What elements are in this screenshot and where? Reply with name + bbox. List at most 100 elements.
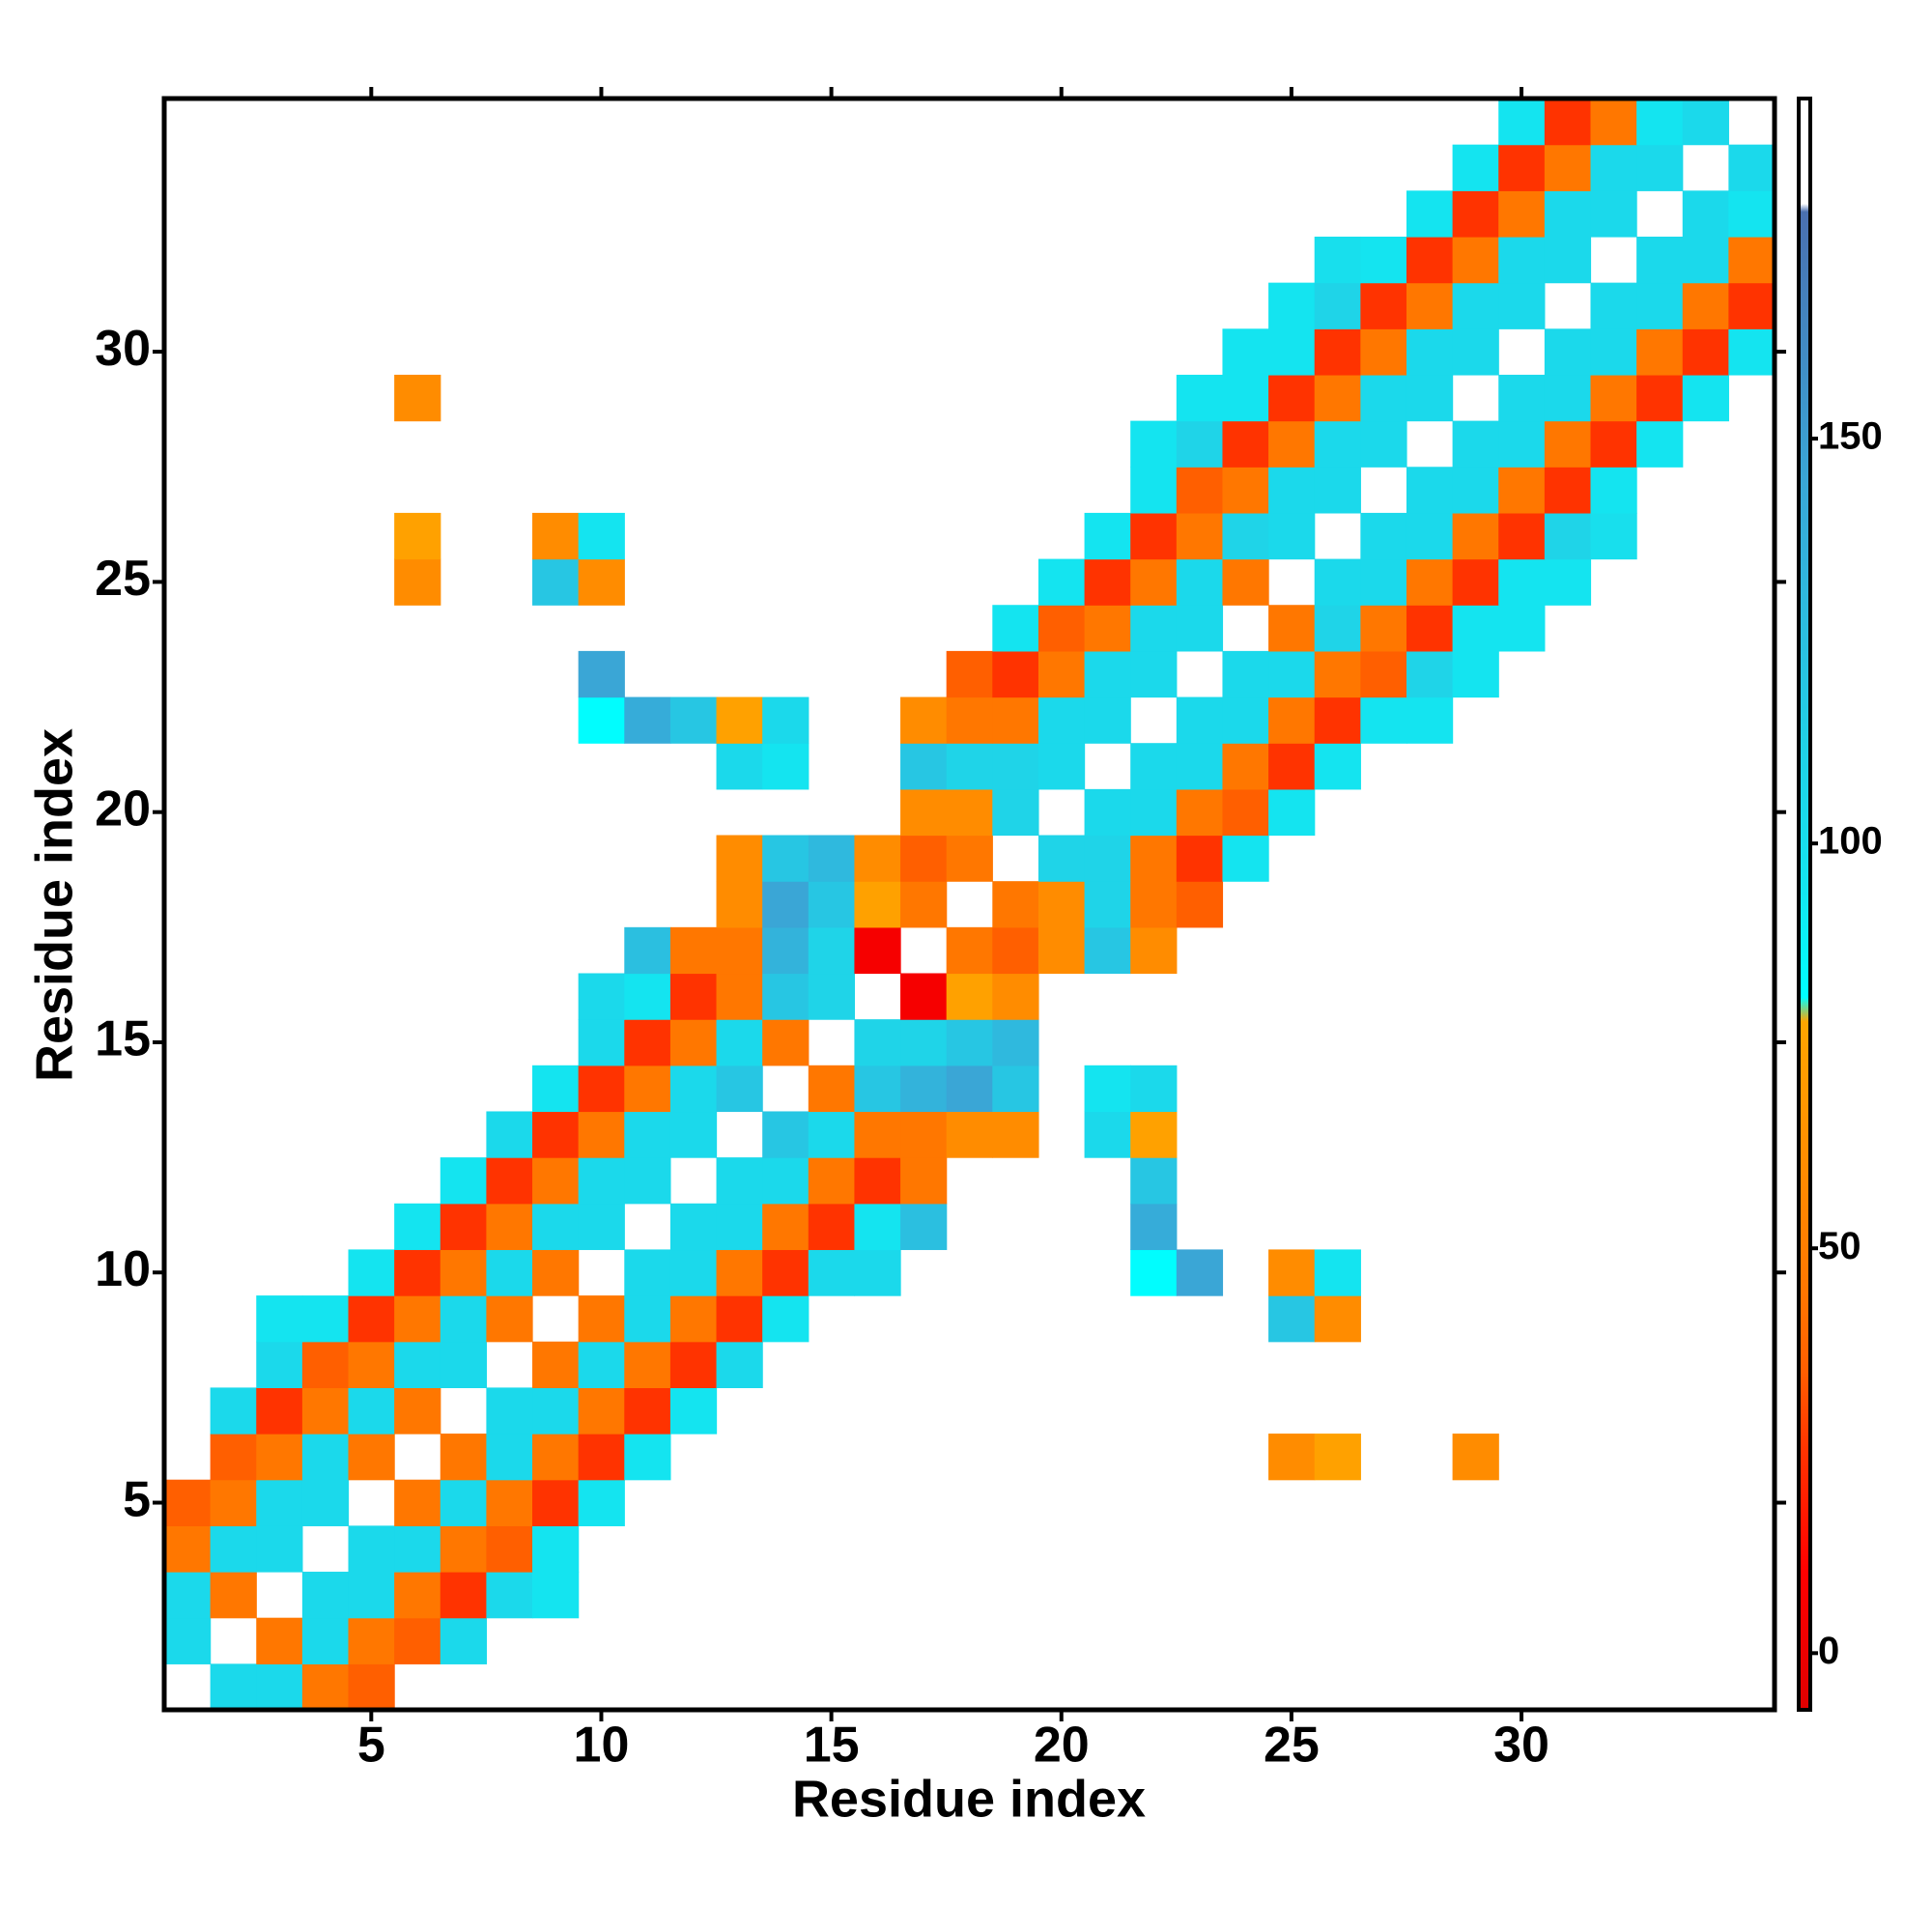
heatmap-cell — [1590, 99, 1637, 146]
heatmap-cell — [532, 1572, 580, 1619]
heatmap-cell — [578, 512, 625, 560]
heatmap-cell — [440, 1157, 487, 1205]
heatmap-cell — [1406, 696, 1454, 744]
heatmap-cell — [440, 1295, 487, 1343]
heatmap-cell — [1360, 420, 1407, 468]
heatmap-cell — [946, 835, 993, 882]
heatmap-cell — [256, 1434, 303, 1481]
heatmap-cell — [900, 1111, 948, 1158]
heatmap-cell — [1452, 282, 1499, 329]
heatmap-cell — [900, 1157, 948, 1205]
heatmap-cell — [1452, 328, 1499, 376]
heatmap-cell — [1130, 743, 1178, 790]
heatmap-cell — [1406, 558, 1454, 606]
heatmap-cell — [256, 1663, 303, 1711]
heatmap-cell — [210, 1387, 257, 1435]
heatmap-cell — [1176, 743, 1224, 790]
heatmap-cell — [1452, 605, 1499, 652]
heatmap-cell — [578, 1387, 625, 1435]
heatmap-cell — [1590, 282, 1637, 329]
heatmap-cell — [946, 1111, 993, 1158]
x-tick-label: 30 — [1493, 1718, 1549, 1774]
heatmap-cell — [1360, 328, 1407, 376]
heatmap-cell — [1268, 650, 1316, 698]
heatmap-cell — [164, 1525, 212, 1573]
heatmap-cell — [348, 1617, 395, 1664]
heatmap-cell — [1590, 374, 1637, 422]
heatmap-cell — [900, 788, 948, 837]
heatmap-cell — [301, 1617, 350, 1664]
heatmap-cell — [1544, 236, 1592, 284]
heatmap-cell — [808, 1157, 856, 1205]
heatmap-cell — [716, 835, 763, 882]
heatmap-cell — [1268, 328, 1316, 376]
heatmap-cell — [394, 374, 441, 422]
heatmap-cell — [1084, 835, 1131, 882]
heatmap-cell — [1130, 926, 1178, 975]
heatmap-cell — [1268, 467, 1316, 514]
heatmap-cell — [808, 835, 856, 882]
heatmap-cell — [440, 1617, 487, 1664]
heatmap-cell — [762, 1111, 810, 1158]
heatmap-cell — [578, 1157, 625, 1205]
heatmap-cell — [348, 1341, 395, 1388]
x-tick-label: 10 — [574, 1718, 630, 1774]
heatmap-cell — [1268, 605, 1316, 652]
heatmap-cell — [1314, 743, 1361, 790]
heatmap-cell — [854, 1203, 901, 1251]
heatmap-cell — [1360, 605, 1407, 652]
heatmap-cell — [716, 881, 763, 928]
heatmap-cell — [946, 1065, 993, 1113]
heatmap-cell — [716, 973, 763, 1020]
heatmap-cell — [624, 1065, 671, 1113]
heatmap-cell — [486, 1157, 533, 1205]
heatmap-cell — [762, 1249, 810, 1296]
heatmap-cell — [624, 1249, 671, 1296]
x-tick-label: 25 — [1264, 1718, 1320, 1774]
heatmap-cell — [532, 1065, 580, 1113]
heatmap-cell — [1498, 282, 1546, 329]
heatmap-cell — [256, 1479, 303, 1526]
heatmap-cell — [1498, 467, 1546, 514]
heatmap-cell — [1544, 328, 1592, 376]
heatmap-cell — [992, 926, 1039, 975]
heatmap-cell — [394, 512, 441, 560]
heatmap-cell — [992, 743, 1039, 790]
heatmap-cell — [532, 512, 580, 560]
heatmap-cell — [1590, 512, 1637, 560]
heatmap-cell — [669, 1387, 718, 1435]
heatmap-cell — [1498, 420, 1546, 468]
heatmap-cell — [301, 1295, 350, 1343]
heatmap-cell — [1314, 696, 1361, 744]
heatmap-cell — [348, 1295, 395, 1343]
heatmap-cell — [578, 650, 625, 698]
y-axis-title: Residue index — [25, 728, 83, 1082]
heatmap-cell — [992, 696, 1039, 744]
heatmap-cell — [532, 1387, 580, 1435]
heatmap-cell — [486, 1434, 533, 1481]
heatmap-cell — [1176, 420, 1224, 468]
heatmap-cell — [440, 1479, 487, 1526]
heatmap-cell — [762, 881, 810, 928]
colorbar-tick-label: 0 — [1818, 1630, 1839, 1672]
heatmap-cell — [1682, 328, 1729, 376]
heatmap-cell — [532, 1479, 580, 1526]
heatmap-cell — [1268, 743, 1316, 790]
heatmap-cell — [1544, 99, 1592, 146]
heatmap-cell — [669, 973, 718, 1020]
heatmap-cell — [1544, 190, 1592, 238]
heatmap-cell — [900, 1065, 948, 1113]
heatmap-cell — [164, 1479, 212, 1526]
colorbar-tick-label: 100 — [1818, 820, 1883, 863]
heatmap-cell — [762, 743, 810, 790]
heatmap-cell — [1452, 558, 1499, 606]
heatmap-cell — [394, 1341, 441, 1388]
heatmap-cell — [1314, 1295, 1361, 1343]
heatmap-cell — [1314, 328, 1361, 376]
heatmap-cell — [578, 1434, 625, 1481]
heatmap-cell — [624, 1157, 671, 1205]
heatmap-cell — [624, 1434, 671, 1481]
heatmap-cell — [854, 1065, 901, 1113]
y-tick-label: 15 — [95, 1011, 151, 1067]
